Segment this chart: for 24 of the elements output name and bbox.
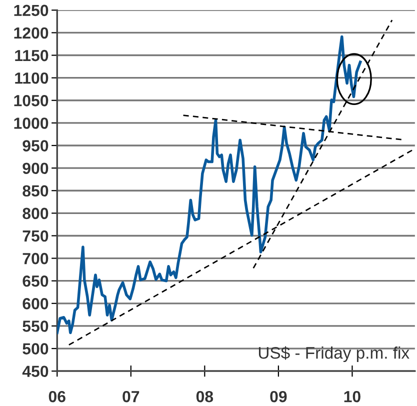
y-tick-label: 550 — [22, 320, 48, 332]
x-tick-label: 09 — [270, 390, 287, 402]
y-tick-label: 500 — [22, 343, 48, 354]
y-tick-label: 600 — [22, 298, 48, 310]
x-tick-label: 08 — [196, 390, 214, 402]
y-tick-label: 1000 — [14, 118, 48, 129]
y-tick-label: 800 — [22, 208, 48, 220]
y-tick-label: 750 — [22, 230, 48, 242]
y-tick-label: 1200 — [14, 27, 48, 39]
y-tick-label: 650 — [22, 275, 48, 287]
y-tick-label: 1050 — [14, 95, 48, 106]
x-tick-label: 07 — [122, 390, 140, 402]
y-tick-label: 850 — [22, 185, 48, 197]
line-series — [57, 35, 362, 334]
y-tick-label: 1150 — [15, 50, 48, 62]
y-tick-label: 1100 — [15, 72, 48, 84]
y-tick-label: 900 — [22, 162, 48, 174]
y-tick-label: 700 — [22, 252, 48, 264]
y-tick-label: 950 — [22, 140, 48, 152]
y-tick-label: 450 — [22, 366, 48, 378]
annotation: US$ - Friday p.m. fix — [258, 346, 410, 362]
y-tick-label: 1250 — [14, 4, 48, 16]
x-tick-label: 10 — [344, 390, 360, 402]
x-tick-label: 06 — [48, 390, 66, 402]
